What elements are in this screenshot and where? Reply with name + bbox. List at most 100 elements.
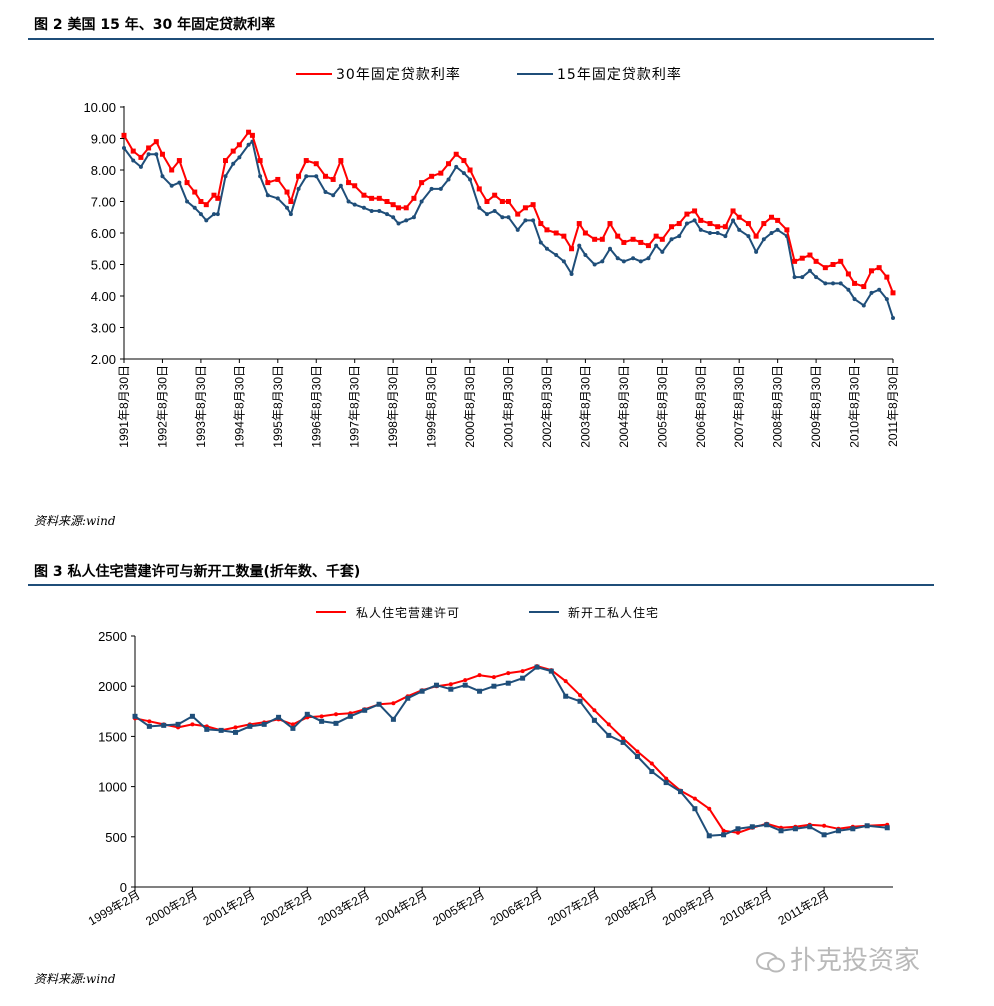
data-point-1 (638, 239, 644, 245)
data-point-1 (304, 711, 310, 717)
x-tick-label: 1996年8月30日 (309, 365, 323, 448)
data-point-1 (676, 221, 682, 227)
data-point-1 (745, 221, 751, 227)
data-point-1 (330, 176, 336, 182)
data-point-1 (852, 280, 858, 286)
data-point-0 (215, 212, 220, 217)
data-point-0 (323, 190, 328, 195)
data-point-0 (621, 259, 626, 264)
data-point-1 (419, 180, 425, 186)
data-point-0 (346, 199, 351, 204)
data-point-0 (377, 208, 382, 213)
data-point-1 (634, 753, 640, 759)
data-point-0 (314, 174, 319, 179)
data-point-0 (538, 240, 543, 245)
data-point-0 (211, 212, 216, 217)
x-tick-label: 2000年8月30日 (463, 365, 477, 448)
data-point-0 (463, 678, 468, 683)
data-point-0 (160, 174, 165, 179)
data-point-0 (792, 275, 797, 280)
data-point-1 (369, 195, 375, 201)
data-point-1 (830, 262, 836, 267)
data-point-0 (190, 722, 195, 727)
data-point-0 (265, 193, 270, 198)
data-point-1 (715, 224, 721, 230)
data-point-1 (548, 668, 554, 674)
x-tick-label: 2005年8月30日 (655, 365, 669, 448)
x-tick-label: 1993年8月30日 (194, 365, 208, 448)
y-tick-label: 8.00 (91, 163, 116, 178)
data-point-1 (484, 199, 490, 204)
data-point-1 (721, 832, 727, 838)
data-point-1 (506, 199, 511, 204)
x-tick-label: 2003年2月 (316, 887, 373, 928)
data-point-1 (448, 686, 454, 692)
data-point-1 (261, 721, 267, 727)
data-point-1 (476, 186, 482, 192)
data-point-1 (845, 271, 851, 277)
data-point-1 (461, 158, 467, 164)
data-point-0 (506, 215, 511, 220)
y-tick-label: 7.00 (91, 195, 116, 210)
data-point-0 (775, 227, 780, 232)
data-point-0 (391, 701, 396, 706)
data-point-1 (864, 823, 870, 829)
y-tick-label: 2.00 (91, 352, 116, 367)
data-point-0 (807, 268, 812, 273)
data-point-1 (884, 274, 890, 280)
data-point-0 (800, 275, 805, 280)
data-point-0 (737, 227, 742, 232)
x-tick-label: 2000年2月 (143, 887, 200, 928)
data-point-0 (477, 205, 482, 210)
data-point-0 (654, 243, 659, 248)
data-point-1 (467, 167, 473, 173)
data-point-0 (631, 256, 636, 261)
series-line-0 (134, 665, 888, 834)
figure2-legend: 30年固定贷款利率 15年固定贷款利率 (296, 66, 682, 83)
data-point-1 (411, 195, 417, 201)
figure2-source: 资料来源:wind (34, 514, 116, 528)
data-point-0 (429, 186, 434, 191)
data-point-1 (319, 718, 325, 724)
data-point-1 (390, 202, 396, 208)
data-point-1 (346, 180, 352, 186)
data-point-0 (608, 246, 613, 251)
data-point-0 (246, 142, 251, 147)
data-point-0 (454, 164, 459, 169)
data-point-1 (477, 688, 483, 694)
x-tick-label: 2001年2月 (201, 887, 258, 928)
x-tick-label: 1999年8月30日 (425, 365, 439, 448)
data-point-0 (677, 234, 682, 239)
data-point-0 (698, 227, 703, 232)
x-tick-label: 2002年8月30日 (540, 365, 554, 448)
legend-15y-label: 15年固定贷款利率 (557, 66, 682, 83)
data-point-1 (232, 729, 238, 735)
data-point-0 (448, 682, 453, 687)
data-point-1 (534, 664, 540, 670)
data-point-1 (446, 161, 452, 167)
data-point-1 (561, 233, 567, 239)
data-point-0 (877, 287, 882, 292)
watermark-text: 扑克投资家 (790, 946, 921, 976)
data-point-0 (869, 290, 874, 295)
data-point-1 (247, 723, 253, 729)
data-point-0 (531, 218, 536, 223)
data-point-1 (663, 780, 669, 786)
figure3-source: 资料来源:wind (34, 972, 116, 986)
data-point-0 (419, 199, 424, 204)
data-point-1 (569, 246, 575, 252)
data-point-1 (296, 173, 302, 179)
data-point-0 (692, 218, 697, 223)
data-point-1 (807, 252, 813, 258)
data-point-1 (678, 789, 684, 795)
data-point-0 (138, 164, 143, 169)
data-point-1 (198, 199, 204, 204)
data-point-1 (538, 221, 544, 227)
legend-starts-label: 新开工私人住宅 (568, 605, 659, 620)
data-point-1 (362, 707, 368, 713)
x-tick-label: 2008年8月30日 (771, 365, 785, 448)
x-tick-label: 2011年8月30日 (886, 365, 900, 447)
data-point-0 (461, 171, 466, 176)
data-point-0 (660, 249, 665, 254)
data-point-1 (753, 233, 759, 239)
